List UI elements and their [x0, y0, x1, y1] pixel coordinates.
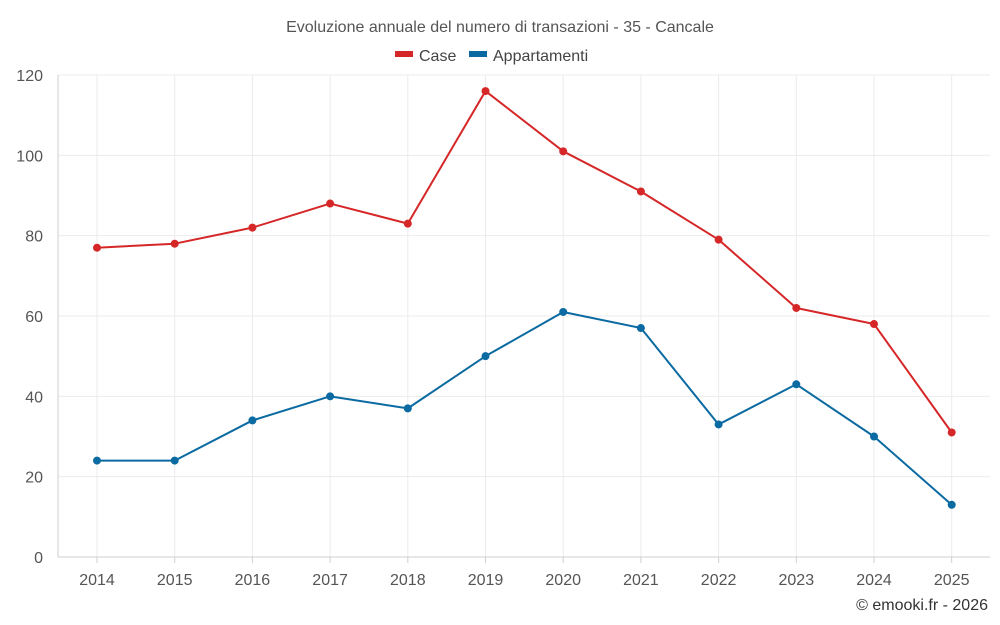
series-group [93, 87, 956, 509]
y-tick-label: 40 [25, 389, 43, 406]
series-line-case [96, 90, 953, 434]
data-point-appartamenti[interactable] [170, 456, 179, 465]
legend-swatch-case [395, 51, 413, 57]
legend-label-appartamenti: Appartamenti [493, 48, 588, 65]
data-point-appartamenti[interactable] [93, 456, 101, 465]
chart-title: Evoluzione annuale del numero di transaz… [286, 19, 714, 36]
data-point-appartamenti[interactable] [870, 432, 878, 441]
data-point-appartamenti[interactable] [326, 392, 335, 401]
data-point-case[interactable] [403, 219, 412, 228]
x-tick-label: 2019 [468, 572, 504, 589]
data-point-appartamenti[interactable] [947, 500, 956, 509]
data-point-case[interactable] [559, 147, 568, 156]
data-point-appartamenti[interactable] [248, 416, 257, 425]
y-tick-label: 100 [16, 148, 43, 165]
y-tick-label: 120 [16, 68, 43, 85]
data-point-case[interactable] [481, 87, 490, 96]
x-tick-label: 2014 [79, 572, 115, 589]
x-tick-label: 2024 [856, 572, 892, 589]
legend-swatch-appartamenti [469, 51, 487, 57]
data-point-case[interactable] [714, 235, 723, 244]
legend-item-appartamenti[interactable]: Appartamenti [469, 48, 588, 65]
y-tick-label: 0 [34, 550, 43, 567]
series-line-appartamenti [97, 310, 953, 506]
data-point-case[interactable] [636, 187, 645, 196]
data-point-case[interactable] [170, 239, 179, 248]
x-tick-label: 2025 [934, 572, 970, 589]
data-point-appartamenti[interactable] [403, 404, 412, 413]
x-tick-label: 2017 [312, 572, 348, 589]
legend-label-case: Case [419, 48, 456, 65]
data-point-appartamenti[interactable] [714, 420, 723, 429]
legend: Case Appartamenti [395, 48, 588, 65]
credit-text: © emooki.fr - 2026 [856, 597, 988, 614]
x-tick-label: 2022 [701, 572, 737, 589]
data-point-case[interactable] [792, 303, 801, 312]
y-tick-label: 60 [25, 309, 43, 326]
x-tick-label: 2021 [623, 572, 659, 589]
x-tick-label: 2018 [390, 572, 426, 589]
data-point-appartamenti[interactable] [481, 352, 490, 361]
data-point-appartamenti[interactable] [559, 307, 568, 316]
legend-item-case[interactable]: Case [395, 48, 456, 65]
x-tick-label: 2020 [545, 572, 581, 589]
x-tick-label: 2016 [235, 572, 271, 589]
y-tick-label: 80 [25, 229, 43, 246]
grid [58, 74, 990, 557]
x-tick-label: 2015 [157, 572, 193, 589]
data-point-case[interactable] [870, 320, 878, 329]
y-tick-label: 20 [25, 470, 43, 487]
axes: 0 20 40 60 80 100 120 2014 2015 2016 2017 2018 2019 2… [16, 68, 990, 589]
data-point-case[interactable] [326, 199, 335, 208]
data-point-appartamenti[interactable] [636, 324, 645, 333]
data-point-case[interactable] [947, 428, 956, 437]
data-point-appartamenti[interactable] [792, 380, 801, 389]
x-tick-label: 2023 [779, 572, 815, 589]
data-point-case[interactable] [93, 243, 101, 252]
data-point-case[interactable] [248, 223, 257, 232]
